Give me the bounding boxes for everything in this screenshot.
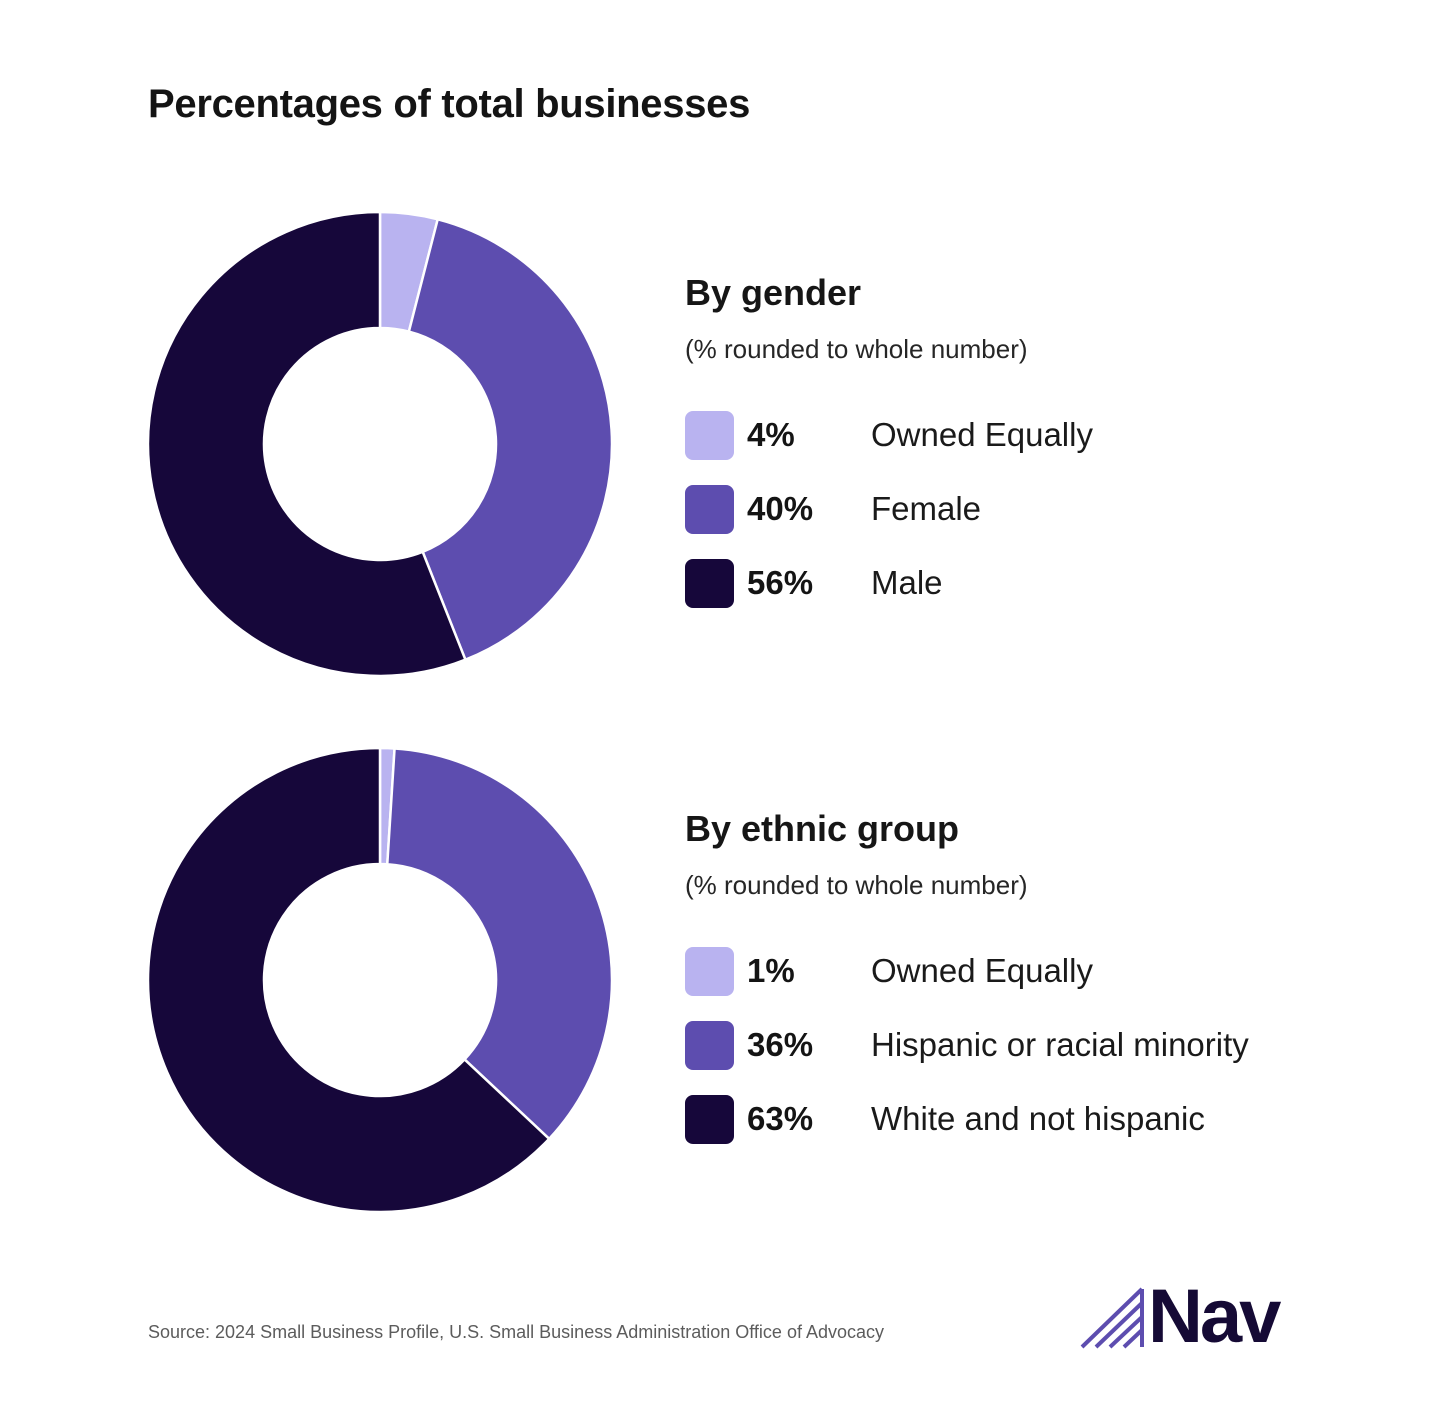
nav-logo: Nav [1080,1274,1281,1359]
legend-item-owned-equally: 1% Owned Equally [685,946,1385,996]
section-title-ethnic-group: By ethnic group [685,808,960,849]
legend-label: Hispanic or racial minority [871,1026,1249,1063]
legend-swatch [685,1094,734,1144]
legend-ethnic-group: By ethnic group (% rounded to whole numb… [685,804,1385,1168]
legend-percent: 40% [747,490,814,527]
legend-percent: 4% [747,416,795,453]
nav-logo-text: Nav [1148,1274,1281,1359]
legend-list-gender: 4% Owned Equally 40% Female 56% Male [685,410,1385,608]
legend-label: Owned Equally [871,952,1093,989]
legend-percent: 63% [747,1100,814,1137]
legend-swatch [685,1020,734,1070]
legend-gender: By gender (% rounded to whole number) 4%… [685,268,1385,632]
donut-slice-hispanic-or-racial-minority [386,747,614,1141]
source-note: Source: 2024 Small Business Profile, U.S… [148,1322,885,1342]
legend-label: Owned Equally [871,416,1093,453]
nav-logo-mark-icon [1080,1287,1144,1349]
donut-slice-female [407,218,614,661]
legend-item-hispanic-or-racial-minority: 36% Hispanic or racial minority [685,1020,1385,1070]
donut-chart-ethnic-group [146,746,614,1214]
donut-slice-white-and-not-hispanic [146,746,551,1214]
donut-slice-male [146,210,467,678]
legend-label: Male [871,564,943,601]
legend-percent: 36% [747,1026,814,1063]
legend-label: Female [871,490,982,527]
legend-swatch [685,484,734,534]
legend-percent: 1% [747,952,795,989]
legend-item-white-and-not-hispanic: 63% White and not hispanic [685,1094,1385,1144]
legend-swatch [685,946,734,996]
chart-title: Percentages of total businesses [148,82,751,126]
legend-label: White and not hispanic [871,1100,1205,1137]
legend-swatch [685,410,734,460]
section-title-gender: By gender [685,272,862,313]
legend-item-owned-equally: 4% Owned Equally [685,410,1385,460]
legend-item-male: 56% Male [685,558,1385,608]
legend-item-female: 40% Female [685,484,1385,534]
legend-percent: 56% [747,564,814,601]
legend-list-ethnic-group: 1% Owned Equally 36% Hispanic or racial … [685,946,1385,1144]
legend-swatch [685,558,734,608]
donut-chart-gender [146,210,614,678]
section-subtitle-gender: (% rounded to whole number) [685,334,1028,364]
section-subtitle-ethnic-group: (% rounded to whole number) [685,870,1028,900]
